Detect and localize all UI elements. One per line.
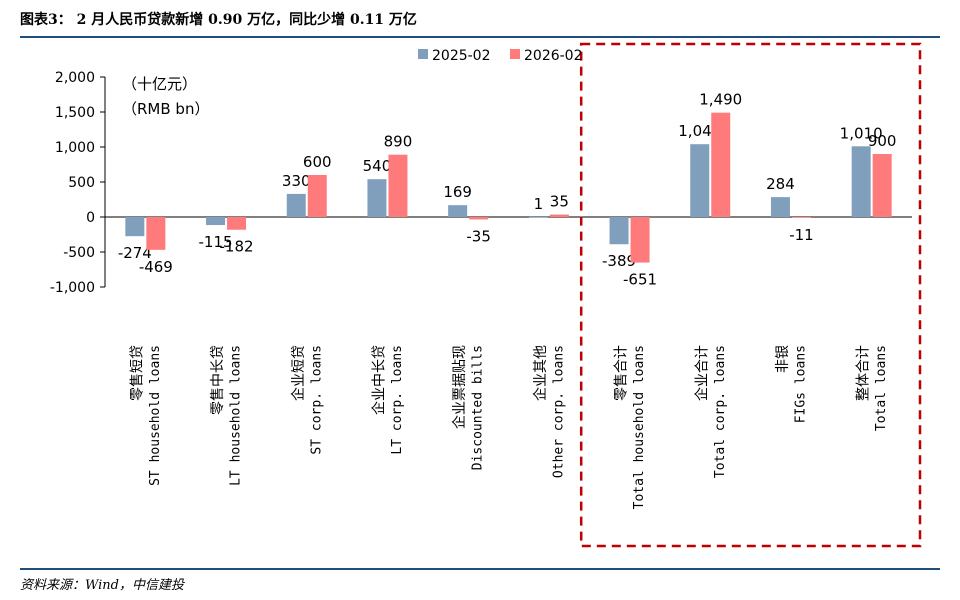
bar-2026-02: [307, 175, 327, 217]
unit-label-en: （RMB bn）: [122, 100, 209, 118]
legend-label-2025: 2025-02: [432, 48, 491, 64]
bar-2025-02: [125, 217, 145, 237]
bar-2026-02: [388, 154, 408, 217]
bar-2026-02: [227, 217, 247, 230]
y-tick-label: -500: [63, 245, 95, 261]
data-label: -651: [623, 271, 657, 289]
category-label-en: Total loans: [874, 345, 889, 431]
footer-rule: [20, 568, 940, 570]
category-label-cn: 企业短贷: [290, 345, 307, 401]
chart-title: 图表3： 2 月人民币贷款新增 0.90 万亿，同比少增 0.11 万亿: [20, 12, 417, 28]
bar-2025-02: [770, 197, 790, 217]
data-label: -115: [199, 233, 233, 251]
data-label: -274: [118, 244, 152, 262]
y-tick-label: 1,500: [55, 105, 95, 121]
data-label: 1,490: [699, 91, 742, 109]
data-label: -11: [789, 226, 814, 244]
data-label: -35: [466, 227, 491, 245]
category-label-en: Total household loans: [632, 345, 647, 509]
unit-label-cn: （十亿元）: [122, 75, 197, 93]
bar-2025-02: [690, 144, 710, 217]
y-tick-label: 1,000: [55, 140, 95, 156]
source-note: 资料来源：Wind，中信建投: [20, 578, 184, 593]
bar-2025-02: [206, 217, 226, 226]
category-label-en: Other corp. loans: [551, 345, 566, 478]
category-label-en: Discounted bills: [471, 345, 486, 470]
title-rule: [20, 36, 940, 38]
y-tick-label: 0: [86, 210, 95, 226]
category-label-en: FIGs loans: [793, 345, 808, 423]
data-label: 900: [868, 132, 897, 150]
category-label-en: LT corp. loans: [390, 345, 405, 455]
category-label-cn: 零售短贷: [129, 345, 145, 401]
data-label: 35: [550, 193, 569, 211]
bar-2025-02: [851, 146, 871, 217]
y-tick-label: 2,000: [55, 70, 95, 86]
data-label: 1,010: [840, 124, 883, 142]
bar-2025-02: [286, 193, 306, 217]
category-label-en: Total corp. loans: [713, 345, 728, 478]
category-label-cn: 企业合计: [693, 345, 710, 401]
data-label: 1,040: [678, 122, 721, 140]
bar-2026-02: [711, 112, 731, 217]
category-label-cn: 非银: [775, 345, 791, 373]
y-tick-label: 500: [68, 175, 95, 191]
y-tick-label: -1,000: [50, 280, 95, 296]
data-label: 330: [282, 172, 311, 190]
bar-2026-02: [146, 217, 166, 250]
data-label: 1: [534, 195, 544, 213]
data-label: 540: [363, 157, 392, 175]
category-label-en: ST corp. loans: [309, 345, 324, 455]
category-label-en: LT household loans: [229, 345, 244, 486]
highlight-box: [579, 42, 922, 548]
category-label-cn: 零售中长贷: [210, 345, 226, 415]
data-label: 169: [443, 183, 472, 201]
legend-swatch-2026: [510, 49, 520, 59]
data-label: 284: [766, 175, 795, 193]
data-label: -182: [220, 238, 254, 256]
category-label-cn: 零售合计: [614, 345, 630, 401]
bar-2026-02: [791, 217, 811, 218]
category-label-cn: 企业其他: [532, 345, 549, 401]
category-label-en: ST household loans: [148, 345, 163, 486]
category-label-cn: 整体合计: [856, 345, 872, 401]
bar-2025-02: [367, 179, 387, 217]
bar-2026-02: [872, 154, 892, 217]
data-label: 600: [303, 153, 332, 171]
bar-2025-02: [609, 217, 629, 245]
bar-2026-02: [469, 217, 489, 220]
bar-2025-02: [528, 216, 548, 218]
data-label: -469: [139, 258, 173, 276]
bar-2026-02: [549, 214, 569, 217]
data-label: -389: [602, 252, 636, 270]
category-label-cn: 企业票据贴现: [451, 345, 468, 429]
category-label-cn: 企业中长贷: [370, 345, 387, 415]
bar-2025-02: [448, 205, 468, 217]
data-label: 890: [384, 133, 413, 151]
bar-2026-02: [630, 217, 650, 263]
legend-swatch-2025: [418, 49, 428, 59]
legend-label-2026: 2026-02: [524, 48, 583, 64]
